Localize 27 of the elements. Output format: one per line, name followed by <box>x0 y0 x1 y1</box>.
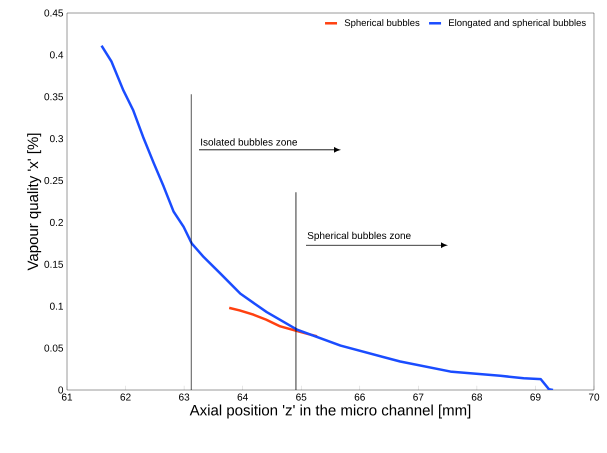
y-tick-label: 0 <box>58 386 64 394</box>
x-tick-label: 67 <box>413 394 424 401</box>
annotation: Spherical bubbles zone <box>308 232 411 242</box>
x-tick-label: 69 <box>530 394 541 401</box>
y-tick-label: 0.2 <box>50 218 63 226</box>
x-tick-label: 62 <box>120 394 131 401</box>
annotation: Isolated bubbles zone <box>201 138 298 146</box>
y-tick-label: 0.35 <box>44 93 64 100</box>
y-tick-label: 0.3 <box>50 135 64 142</box>
y-tick-label: 0.25 <box>44 177 64 184</box>
x-tick-label: 65 <box>296 394 306 401</box>
x-tick-label: 64 <box>238 394 248 401</box>
x-tick-label: 66 <box>354 394 365 401</box>
legend-label: Elongated and spherical bubbles <box>449 19 586 28</box>
y-tick-label: 0.45 <box>44 9 64 17</box>
y-tick-label: 0.1 <box>50 302 63 310</box>
x-tick-label: 68 <box>472 394 482 401</box>
y-tick-label: 0.4 <box>50 51 64 58</box>
y-axis-title: Vapour quality 'x' [%] <box>27 134 42 270</box>
x-tick-label: 61 <box>62 394 72 401</box>
y-tick-label: 0.05 <box>44 344 64 352</box>
y-tick-label: 0.15 <box>44 260 64 268</box>
line-series <box>100 44 554 390</box>
x-tick-label: 63 <box>179 394 190 401</box>
x-axis-title: Axial position 'z' in the micro channel [mm] <box>190 404 470 418</box>
x-tick-label: 70 <box>588 394 600 401</box>
legend-label: Spherical bubbles <box>344 19 420 28</box>
